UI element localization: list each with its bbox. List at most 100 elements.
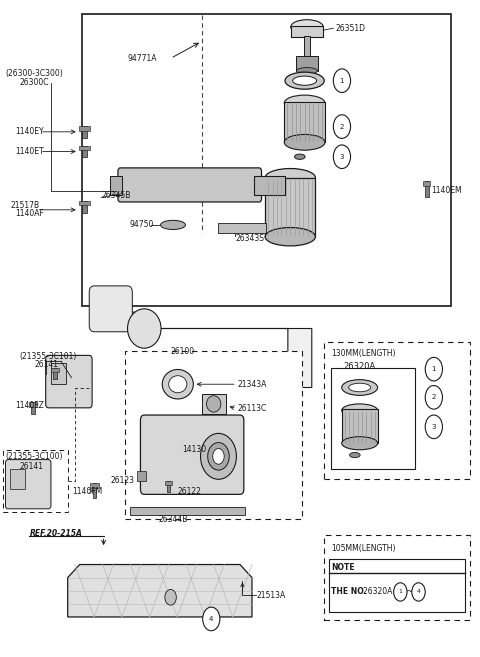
Bar xyxy=(297,57,318,71)
Bar xyxy=(324,535,470,620)
Ellipse shape xyxy=(291,20,323,34)
Text: 26351D: 26351D xyxy=(336,24,366,33)
Text: 3: 3 xyxy=(432,424,436,430)
Bar xyxy=(10,470,24,489)
Circle shape xyxy=(425,415,443,439)
Text: 26123: 26123 xyxy=(111,476,135,485)
FancyBboxPatch shape xyxy=(118,168,262,202)
Bar xyxy=(423,181,431,185)
Text: 105MM(LENGTH): 105MM(LENGTH) xyxy=(331,543,396,553)
Bar xyxy=(51,363,66,384)
Polygon shape xyxy=(68,564,252,617)
Ellipse shape xyxy=(206,396,221,412)
Ellipse shape xyxy=(160,220,185,229)
Bar xyxy=(82,14,451,306)
Ellipse shape xyxy=(285,72,324,89)
Ellipse shape xyxy=(342,404,378,417)
Ellipse shape xyxy=(128,309,161,348)
Ellipse shape xyxy=(162,369,193,399)
Text: REF.20-215A: REF.20-215A xyxy=(29,528,82,537)
Bar xyxy=(53,369,57,379)
Bar xyxy=(110,175,122,195)
Text: 1140AF: 1140AF xyxy=(15,210,44,218)
FancyBboxPatch shape xyxy=(141,415,244,494)
Text: 4: 4 xyxy=(417,589,420,595)
Bar xyxy=(82,146,87,158)
Text: 2: 2 xyxy=(340,124,344,129)
Bar xyxy=(254,175,286,195)
Text: 3: 3 xyxy=(340,154,344,160)
Text: 26141: 26141 xyxy=(20,462,44,470)
Bar xyxy=(304,36,311,58)
Bar xyxy=(79,200,90,205)
Ellipse shape xyxy=(284,95,325,111)
Text: 26343S: 26343S xyxy=(235,234,264,243)
Text: 1140FM: 1140FM xyxy=(72,487,103,495)
Text: 1: 1 xyxy=(398,589,402,595)
Circle shape xyxy=(213,449,224,464)
Ellipse shape xyxy=(342,380,378,396)
Ellipse shape xyxy=(295,154,305,160)
Text: 1140EM: 1140EM xyxy=(432,187,462,195)
Text: 21517B: 21517B xyxy=(10,201,39,210)
Text: 94750: 94750 xyxy=(130,220,154,229)
Ellipse shape xyxy=(284,135,325,150)
Bar xyxy=(82,126,87,138)
Circle shape xyxy=(425,386,443,409)
Bar xyxy=(324,342,470,480)
Text: 94771A: 94771A xyxy=(128,54,157,63)
Circle shape xyxy=(333,145,350,169)
Text: 2: 2 xyxy=(432,394,436,400)
Bar xyxy=(218,223,266,233)
Bar xyxy=(328,558,465,612)
Bar xyxy=(51,369,59,373)
Text: 26100: 26100 xyxy=(170,347,195,356)
Ellipse shape xyxy=(293,76,317,85)
Text: 26320A: 26320A xyxy=(343,362,375,371)
Text: (21355-3C101): (21355-3C101) xyxy=(20,351,77,361)
FancyBboxPatch shape xyxy=(89,286,132,332)
Circle shape xyxy=(394,583,407,601)
Text: 1140ET: 1140ET xyxy=(15,147,44,156)
Text: (21355-3C100): (21355-3C100) xyxy=(5,453,63,461)
Ellipse shape xyxy=(349,453,360,458)
Text: 130MM(LENGTH): 130MM(LENGTH) xyxy=(331,349,396,358)
Text: 1140FZ: 1140FZ xyxy=(15,401,44,411)
Bar xyxy=(425,181,429,197)
Bar xyxy=(3,450,68,512)
Ellipse shape xyxy=(208,443,229,470)
Text: 26345B: 26345B xyxy=(101,191,131,200)
Text: 26300C: 26300C xyxy=(20,78,49,87)
Ellipse shape xyxy=(342,437,378,450)
Ellipse shape xyxy=(297,68,318,74)
Bar xyxy=(165,481,172,484)
Text: 1: 1 xyxy=(340,78,344,83)
Bar xyxy=(291,26,323,37)
Bar xyxy=(79,126,90,131)
Text: 21343A: 21343A xyxy=(238,380,267,389)
Bar xyxy=(90,484,99,488)
Circle shape xyxy=(165,589,176,605)
Circle shape xyxy=(412,583,425,601)
Bar xyxy=(29,402,36,407)
Ellipse shape xyxy=(168,376,187,393)
Bar xyxy=(31,402,35,414)
Text: NOTE: NOTE xyxy=(331,563,355,572)
Text: 26113C: 26113C xyxy=(238,404,267,413)
Text: 26344B: 26344B xyxy=(158,516,188,524)
Text: 14130: 14130 xyxy=(182,445,207,454)
Text: THE NO.: THE NO. xyxy=(331,587,366,597)
Ellipse shape xyxy=(348,383,371,392)
Text: 26320A :: 26320A : xyxy=(363,587,398,597)
Polygon shape xyxy=(92,289,312,388)
Text: 26141: 26141 xyxy=(34,360,58,369)
Ellipse shape xyxy=(265,227,315,246)
Circle shape xyxy=(203,607,220,631)
Text: 26122: 26122 xyxy=(178,487,202,495)
Bar xyxy=(342,409,378,443)
Bar xyxy=(82,201,87,213)
Text: 4: 4 xyxy=(209,616,214,622)
Text: 1140EY: 1140EY xyxy=(15,127,44,136)
FancyBboxPatch shape xyxy=(46,355,92,408)
Bar xyxy=(265,177,315,237)
